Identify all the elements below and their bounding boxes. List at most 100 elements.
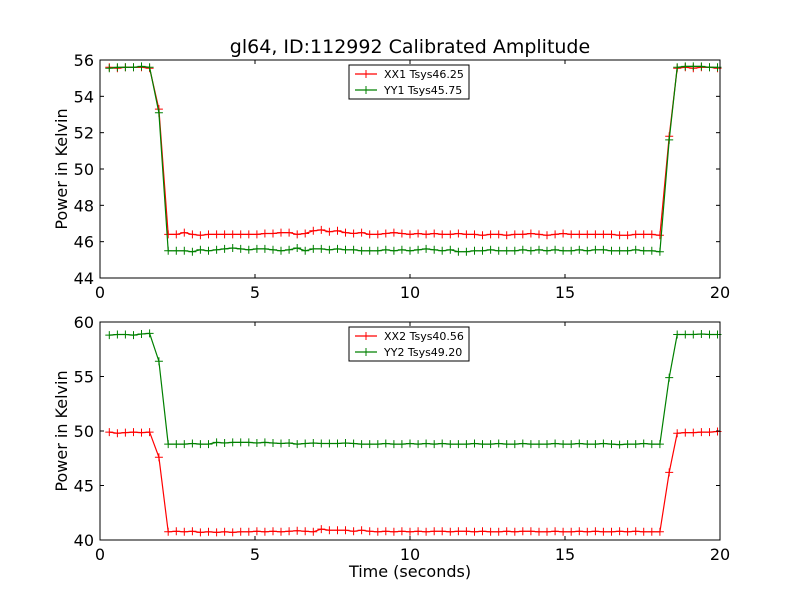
data-point xyxy=(430,245,439,254)
data-point xyxy=(494,246,503,255)
data-point xyxy=(349,439,358,448)
data-point xyxy=(252,439,261,447)
data-point xyxy=(269,245,277,254)
data-point xyxy=(301,246,310,255)
data-point xyxy=(285,527,294,536)
data-point xyxy=(567,246,576,255)
data-point xyxy=(543,231,551,240)
y-tick-label: 44 xyxy=(74,269,94,288)
data-point xyxy=(244,438,253,447)
legend-box xyxy=(348,64,470,100)
data-point xyxy=(414,440,423,449)
data-point xyxy=(575,245,584,254)
data-point xyxy=(583,440,592,449)
series-line xyxy=(109,332,718,446)
data-point xyxy=(406,230,414,239)
data-point xyxy=(551,230,560,239)
data-point xyxy=(317,244,326,253)
data-point xyxy=(673,63,682,72)
data-point xyxy=(333,439,342,448)
data-point xyxy=(365,246,374,255)
data-point xyxy=(454,440,463,449)
data-point xyxy=(526,440,535,449)
data-point xyxy=(341,245,350,254)
data-point xyxy=(244,230,253,239)
data-point xyxy=(567,230,576,239)
data-point xyxy=(309,244,318,253)
data-point xyxy=(689,330,698,339)
data-point xyxy=(381,439,390,448)
data-point xyxy=(357,526,366,535)
data-point xyxy=(422,439,431,448)
data-point xyxy=(204,527,213,536)
data-point xyxy=(414,229,423,238)
x-tick-label: 10 xyxy=(400,283,420,302)
x-tick-label: 20 xyxy=(710,545,730,564)
data-point xyxy=(373,246,382,255)
data-point xyxy=(575,230,584,239)
data-point xyxy=(180,228,189,237)
data-point xyxy=(705,63,714,72)
data-point xyxy=(673,429,682,438)
data-point xyxy=(486,527,495,536)
data-point xyxy=(430,527,439,536)
data-point xyxy=(188,527,197,536)
data-point xyxy=(228,528,237,537)
data-point xyxy=(470,439,479,448)
data-point xyxy=(180,440,189,449)
data-point xyxy=(607,440,616,449)
data-point xyxy=(486,245,495,254)
legend-box xyxy=(348,326,470,362)
y-tick-label: 45 xyxy=(74,477,94,496)
data-point xyxy=(277,439,285,448)
data-point xyxy=(510,527,519,536)
data-point xyxy=(639,246,648,255)
data-point xyxy=(551,439,560,448)
data-point xyxy=(414,245,423,254)
data-point xyxy=(422,527,431,536)
data-point xyxy=(631,245,640,254)
data-point xyxy=(212,230,221,239)
data-point xyxy=(470,246,479,255)
data-point xyxy=(681,330,690,339)
data-point xyxy=(397,440,406,449)
data-point xyxy=(105,428,114,437)
y-tick-label: 50 xyxy=(74,422,94,441)
data-point xyxy=(647,527,656,536)
data-point xyxy=(236,438,245,447)
data-point xyxy=(188,247,197,256)
data-point xyxy=(446,245,455,254)
data-point xyxy=(462,247,471,256)
data-point xyxy=(228,438,237,447)
data-point xyxy=(414,527,423,536)
data-point xyxy=(438,439,447,448)
data-point xyxy=(325,526,334,535)
data-point xyxy=(665,135,674,144)
data-point xyxy=(236,244,245,253)
data-point xyxy=(129,428,138,437)
data-point xyxy=(196,231,205,240)
data-point xyxy=(462,527,471,536)
y-tick-label: 48 xyxy=(74,196,94,215)
data-point xyxy=(260,244,269,253)
data-point xyxy=(357,246,366,255)
data-point xyxy=(121,63,130,72)
data-point xyxy=(583,527,592,536)
data-point xyxy=(494,439,503,448)
data-point xyxy=(535,245,543,254)
data-point xyxy=(510,230,519,239)
data-point xyxy=(559,229,568,238)
data-point xyxy=(145,329,154,338)
legend-label-xx1: XX1 Tsys46.25 xyxy=(384,68,464,81)
data-point xyxy=(105,331,114,340)
data-point xyxy=(317,525,326,534)
data-point xyxy=(137,428,146,437)
data-point xyxy=(406,439,414,448)
data-point xyxy=(236,230,245,239)
data-point xyxy=(631,440,640,449)
data-point xyxy=(301,439,310,448)
data-point xyxy=(121,428,130,437)
data-point xyxy=(518,527,527,536)
data-point xyxy=(655,231,664,240)
